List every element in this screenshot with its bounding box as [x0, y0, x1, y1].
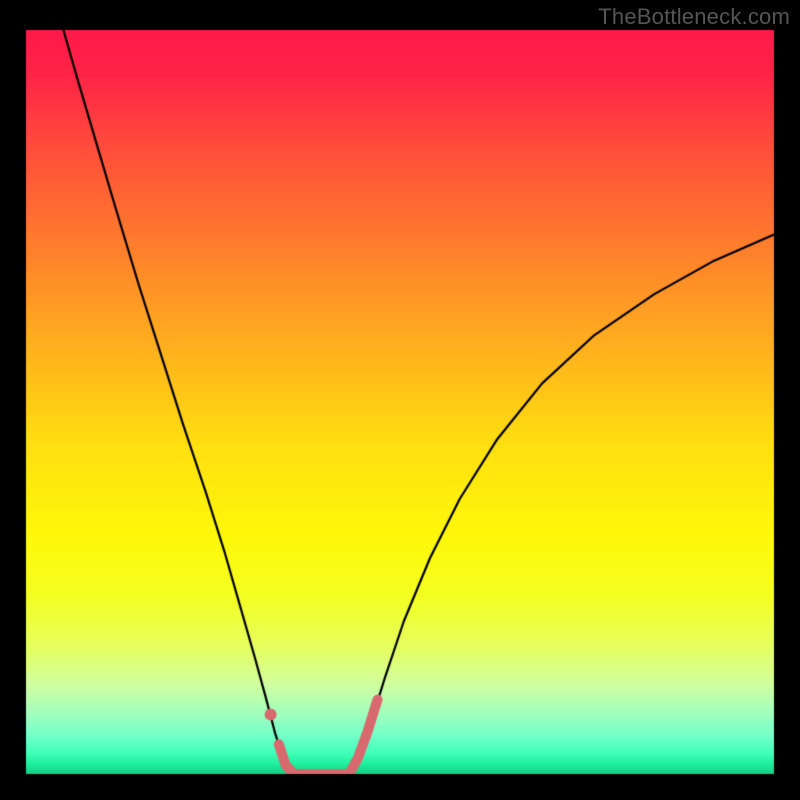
chart-canvas	[0, 0, 800, 800]
watermark-text: TheBottleneck.com	[598, 4, 790, 30]
chart-container: TheBottleneck.com	[0, 0, 800, 800]
